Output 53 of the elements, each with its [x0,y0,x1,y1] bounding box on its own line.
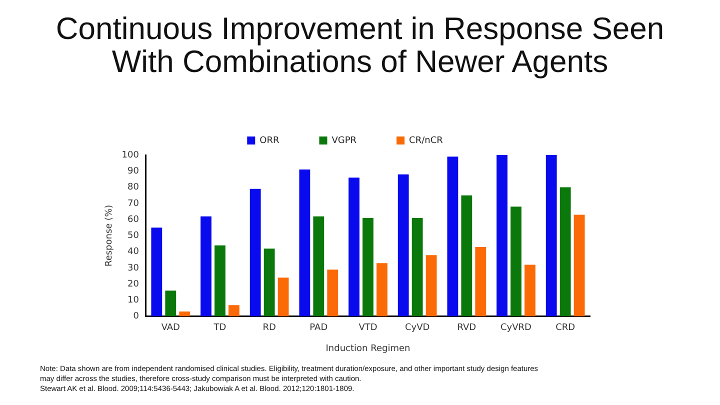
bar [574,214,585,316]
bar [264,248,275,316]
bar [214,245,226,316]
x-tick-label: RVD [457,323,476,334]
y-tick-label: 40 [128,247,140,258]
bar [546,155,557,316]
bar [426,255,437,316]
bar [327,270,338,316]
x-tick-label: PAD [310,323,328,334]
legend-label: CR/nCR [409,136,443,146]
x-tick-label: CyVD [404,323,430,334]
bar [376,263,388,316]
bar [510,206,522,316]
legend-label: VGPR [332,136,357,146]
x-tick-label: CyVRD [500,323,532,334]
y-tick-label: 60 [128,214,140,225]
x-tick-label: RD [262,323,276,334]
bar [461,195,472,316]
y-tick-label: 10 [128,296,140,306]
bar [179,312,190,316]
legend-label: ORR [260,136,280,146]
y-tick-label: 70 [128,198,140,209]
bar [165,290,176,316]
bar [200,216,212,316]
bar [299,170,310,316]
bar [560,187,571,316]
bar [151,228,162,316]
bar [362,218,374,316]
chart-title: Continuous Improvement in Response Seen With Combinations of Newer Agents [54,11,666,79]
bar [398,174,409,316]
bar [313,216,324,316]
y-tick-label: 0 [133,312,140,322]
bar [524,264,536,316]
y-tick-label: 50 [128,231,140,242]
bar [475,247,486,316]
bar [278,278,289,316]
bar [250,188,261,316]
y-tick-label: 90 [128,166,140,176]
y-tick-label: 100 [122,150,140,160]
y-tick-label: 30 [128,263,140,274]
bar [496,155,508,316]
bar [447,156,458,316]
x-tick-label: VAD [161,323,180,334]
bar [348,178,360,316]
y-tick-label: 20 [128,279,140,290]
x-tick-label: CRD [556,323,576,334]
bar [228,305,240,316]
y-axis-title: Response (%) [104,204,115,267]
bar [412,218,423,316]
x-axis-title: Induction Regimen [326,344,410,354]
y-tick-label: 80 [128,182,140,193]
x-tick-label: VTD [358,323,378,334]
x-tick-label: TD [212,323,226,334]
